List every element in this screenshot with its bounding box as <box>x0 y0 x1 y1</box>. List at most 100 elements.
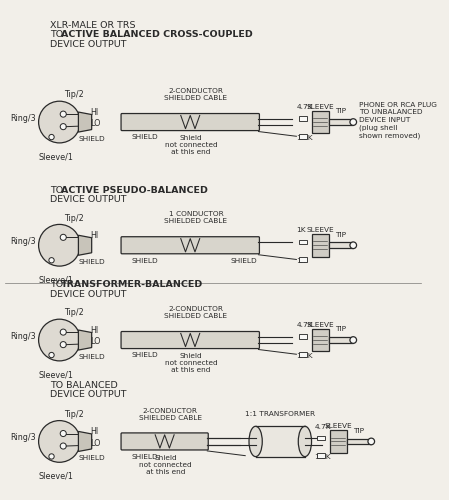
Text: TO: TO <box>50 186 66 194</box>
Text: Shield
not connected
at this end: Shield not connected at this end <box>165 354 217 374</box>
Text: LO: LO <box>90 338 100 346</box>
Circle shape <box>60 329 66 335</box>
Bar <box>317 436 325 440</box>
Text: DEVICE OUTPUT: DEVICE OUTPUT <box>50 390 127 400</box>
Text: Tip/2: Tip/2 <box>64 308 84 318</box>
Circle shape <box>60 342 66 347</box>
Text: HI: HI <box>90 232 98 240</box>
Circle shape <box>60 234 66 240</box>
Text: Shield
not connected
at this end: Shield not connected at this end <box>165 136 217 156</box>
Text: SLEEVE: SLEEVE <box>306 322 334 328</box>
Text: Sleeve/1: Sleeve/1 <box>38 152 73 162</box>
Text: 4.7K: 4.7K <box>296 104 313 110</box>
Text: SHIELD: SHIELD <box>132 258 158 264</box>
FancyBboxPatch shape <box>121 114 260 130</box>
Text: SHIELD: SHIELD <box>230 258 257 264</box>
FancyBboxPatch shape <box>121 433 208 450</box>
Bar <box>329 119 353 125</box>
Text: Ring/3: Ring/3 <box>10 433 36 442</box>
Text: 2-CONDUCTOR
SHIELDED CABLE: 2-CONDUCTOR SHIELDED CABLE <box>164 88 228 101</box>
Text: SHIELD: SHIELD <box>79 260 105 266</box>
Text: Sleeve/1: Sleeve/1 <box>38 472 73 481</box>
Text: Ring/3: Ring/3 <box>10 332 36 340</box>
Circle shape <box>39 224 80 266</box>
Bar <box>299 116 307 121</box>
Text: Tip/2: Tip/2 <box>64 214 84 222</box>
Text: DEVICE OUTPUT: DEVICE OUTPUT <box>50 290 127 299</box>
Text: Ring/3: Ring/3 <box>10 114 36 123</box>
Circle shape <box>39 319 80 361</box>
Text: TO: TO <box>50 30 66 39</box>
Text: DEVICE OUTPUT: DEVICE OUTPUT <box>50 40 127 48</box>
Bar <box>312 328 329 351</box>
Text: XLR-MALE OR TRS: XLR-MALE OR TRS <box>50 20 136 30</box>
Text: TO: TO <box>50 280 66 289</box>
Text: SHIELD: SHIELD <box>79 456 105 462</box>
Bar <box>299 134 307 138</box>
Text: 1.5K: 1.5K <box>296 135 313 141</box>
Ellipse shape <box>298 426 312 456</box>
Bar <box>299 257 307 262</box>
Circle shape <box>49 352 54 358</box>
Text: 1.5K: 1.5K <box>296 353 313 359</box>
Polygon shape <box>79 112 92 132</box>
Bar <box>329 242 353 248</box>
Polygon shape <box>79 432 92 452</box>
Text: Tip/2: Tip/2 <box>64 90 84 100</box>
Bar <box>312 110 329 134</box>
Text: Tip/2: Tip/2 <box>64 410 84 418</box>
Text: HI: HI <box>90 326 98 335</box>
Bar <box>255 426 305 456</box>
Circle shape <box>350 336 357 344</box>
Bar <box>312 234 329 256</box>
Text: 1K: 1K <box>296 258 306 264</box>
Text: ACTIVE BALANCED CROSS-COUPLED: ACTIVE BALANCED CROSS-COUPLED <box>62 30 253 39</box>
Circle shape <box>39 420 80 463</box>
Bar <box>330 430 347 453</box>
Text: 1.5K: 1.5K <box>314 454 331 460</box>
Text: SHIELD: SHIELD <box>79 136 105 142</box>
Bar <box>317 454 325 458</box>
Text: LO: LO <box>90 120 100 128</box>
Polygon shape <box>79 330 92 350</box>
Circle shape <box>49 454 54 459</box>
Text: 1 CONDUCTOR
SHIELDED CABLE: 1 CONDUCTOR SHIELDED CABLE <box>164 212 228 224</box>
FancyBboxPatch shape <box>121 236 260 254</box>
Circle shape <box>39 101 80 143</box>
Circle shape <box>60 111 66 117</box>
Bar <box>299 240 307 244</box>
Text: Sleeve/1: Sleeve/1 <box>38 370 73 380</box>
Text: Shield
not connected
at this end: Shield not connected at this end <box>139 454 192 474</box>
Text: SHIELD: SHIELD <box>132 134 158 140</box>
Text: DEVICE OUTPUT: DEVICE OUTPUT <box>50 195 127 204</box>
Text: SLEEVE: SLEEVE <box>324 423 352 429</box>
Bar <box>347 438 371 444</box>
Circle shape <box>60 430 66 436</box>
Text: SHIELD: SHIELD <box>132 454 158 460</box>
Text: 1K: 1K <box>296 228 306 234</box>
Text: 2-CONDUCTOR
SHIELDED CABLE: 2-CONDUCTOR SHIELDED CABLE <box>164 306 228 319</box>
Text: TIP: TIP <box>353 428 365 434</box>
Circle shape <box>49 258 54 263</box>
Bar <box>299 352 307 356</box>
Text: PHONE OR RCA PLUG
TO UNBALANCED
DEVICE INPUT
(plug shell
shown removed): PHONE OR RCA PLUG TO UNBALANCED DEVICE I… <box>359 102 437 138</box>
FancyBboxPatch shape <box>121 332 260 348</box>
Circle shape <box>60 124 66 130</box>
Text: TO BALANCED: TO BALANCED <box>50 381 118 390</box>
Text: Ring/3: Ring/3 <box>10 237 36 246</box>
Text: 2-CONDUCTOR
SHIELDED CABLE: 2-CONDUCTOR SHIELDED CABLE <box>139 408 202 420</box>
Text: TIP: TIP <box>335 108 347 114</box>
Circle shape <box>60 443 66 449</box>
Bar <box>299 334 307 339</box>
Text: TRANSFORMER-BALANCED: TRANSFORMER-BALANCED <box>62 280 203 289</box>
Polygon shape <box>79 236 92 256</box>
Text: ACTIVE PSEUDO-BALANCED: ACTIVE PSEUDO-BALANCED <box>62 186 208 194</box>
Text: LO: LO <box>90 439 100 448</box>
Text: HI: HI <box>90 428 98 436</box>
Text: SHIELD: SHIELD <box>79 354 105 360</box>
Text: 4.7K: 4.7K <box>314 424 331 430</box>
Text: TIP: TIP <box>335 326 347 332</box>
Text: TIP: TIP <box>335 232 347 237</box>
Circle shape <box>49 134 54 140</box>
Text: SLEEVE: SLEEVE <box>306 227 334 233</box>
